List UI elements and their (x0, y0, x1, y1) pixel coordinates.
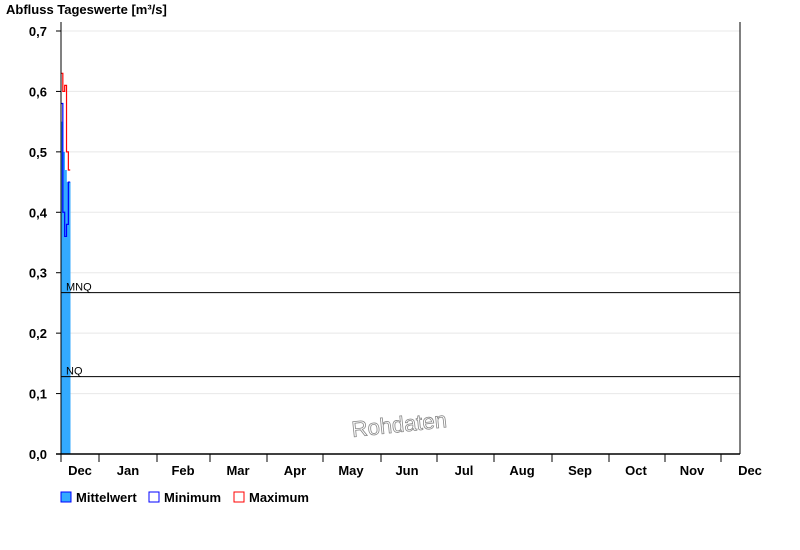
legend-swatch (233, 491, 245, 503)
legend-label: Maximum (249, 490, 309, 505)
y-tick-label: 0,7 (29, 24, 47, 39)
reference-label: NQ (66, 366, 83, 378)
x-tick-label: Sep (568, 463, 592, 478)
y-tick-label: 0,5 (29, 145, 47, 160)
mean-bar (66, 182, 69, 455)
x-tick-label: Dec (738, 463, 762, 478)
y-tick-label: 0,1 (29, 387, 47, 402)
x-tick-label: Jul (455, 463, 474, 478)
reference-label: MNQ (66, 282, 92, 294)
mean-bar (62, 151, 65, 454)
mean-bar (68, 182, 71, 455)
y-tick-label: 0,0 (29, 447, 47, 462)
minimum-line (61, 102, 71, 238)
x-tick-label: May (338, 463, 364, 478)
legend-label: Mittelwert (76, 490, 137, 505)
x-tick-label: Oct (625, 463, 647, 478)
x-tick-label: Mar (226, 463, 249, 478)
x-tick-label: Dec (68, 463, 92, 478)
x-tick-label: Aug (509, 463, 534, 478)
x-tick-label: Jan (117, 463, 139, 478)
x-tick-label: Feb (171, 463, 194, 478)
y-tick-label: 0,2 (29, 326, 47, 341)
maximum-line (61, 72, 71, 171)
legend-swatch (148, 491, 160, 503)
watermark: Rohdaten (350, 407, 448, 442)
legend-label: Minimum (164, 490, 221, 505)
x-tick-label: Apr (284, 463, 306, 478)
mean-bar (61, 121, 64, 455)
y-tick-label: 0,6 (29, 84, 47, 99)
mean-bar (64, 169, 67, 454)
legend-swatch (60, 491, 72, 503)
x-tick-label: Jun (395, 463, 418, 478)
chart-title: Abfluss Tageswerte [m³/s] (6, 2, 167, 17)
y-tick-label: 0,4 (29, 205, 48, 220)
y-tick-label: 0,3 (29, 266, 47, 281)
x-tick-label: Nov (680, 463, 705, 478)
